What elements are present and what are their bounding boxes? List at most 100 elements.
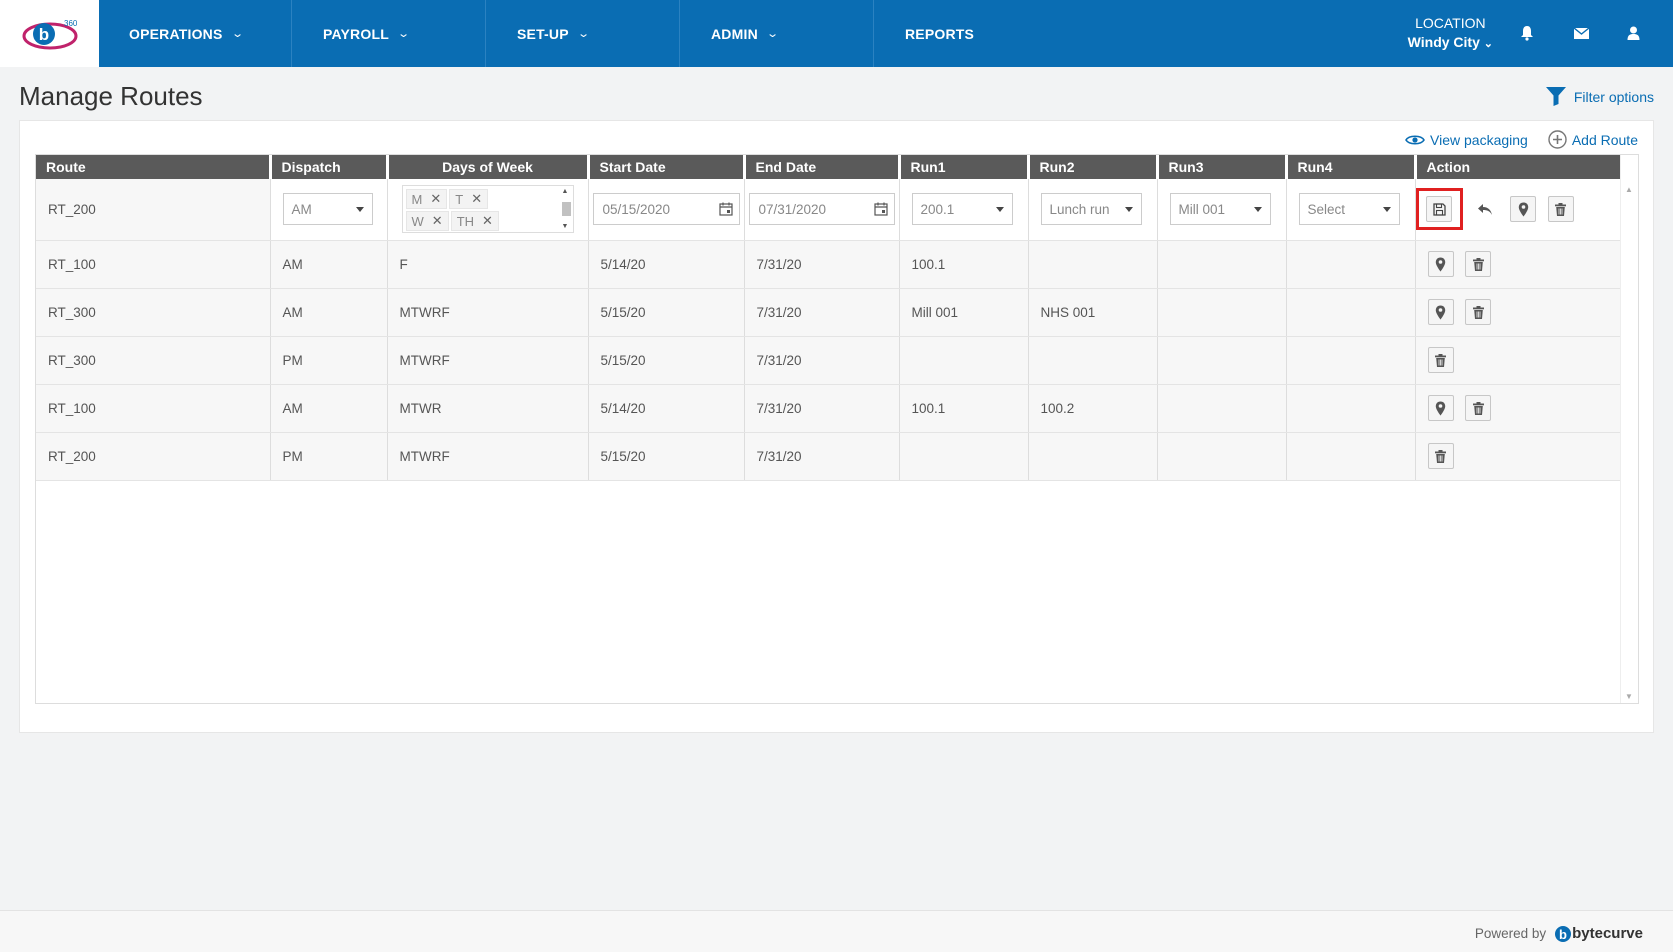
day-chip-label: W [411, 213, 424, 229]
dispatch-select[interactable]: AM [282, 193, 373, 226]
nav-divider [291, 0, 292, 67]
delete-button[interactable] [1547, 196, 1574, 223]
run4-select[interactable]: Select [1298, 193, 1400, 226]
cell-start-date: 5/14/20 [588, 384, 745, 433]
delete-button[interactable] [1465, 251, 1492, 277]
run1-value: 200.1 [920, 201, 955, 217]
trash-icon [1435, 353, 1446, 367]
card-toolbar: View packaging Add Route [1385, 130, 1638, 149]
nav-label: ADMIN [711, 25, 758, 42]
delete-button[interactable] [1465, 395, 1492, 421]
svg-text:360: 360 [64, 19, 78, 28]
nav-admin[interactable]: ADMIN ⌄ [711, 0, 779, 67]
scroll-up-icon[interactable]: ▲ [561, 188, 569, 196]
cell-days: MTWRF [387, 288, 589, 337]
location-selector[interactable]: LOCATION Windy City ⌄ [1408, 14, 1493, 54]
close-icon[interactable]: ✕ [431, 213, 443, 229]
run3-select[interactable]: Mill 001 [1169, 193, 1271, 226]
column-header-run2[interactable]: Run2 [1028, 155, 1159, 179]
table-row[interactable]: RT_300 PM MTWRF 5/15/20 7/31/20 [36, 336, 1622, 385]
caret-down-icon [355, 206, 364, 212]
map-pin-button[interactable] [1427, 251, 1454, 277]
nav-setup[interactable]: SET-UP ⌄ [517, 0, 590, 67]
column-header-run4[interactable]: Run4 [1286, 155, 1417, 179]
top-nav: b 360 OPERATIONS ⌄ PAYROLL ⌄ SET-UP ⌄ ADMIN… [0, 0, 1673, 67]
table-row[interactable]: RT_200 PM MTWRF 5/15/20 7/31/20 [36, 432, 1622, 481]
nav-payroll[interactable]: PAYROLL ⌄ [323, 0, 410, 67]
cell-actions [1415, 240, 1622, 289]
brand-logo[interactable]: b bytecurve [1554, 923, 1643, 943]
trash-icon [1555, 202, 1567, 216]
column-header-run1[interactable]: Run1 [899, 155, 1030, 179]
cell-run4 [1286, 432, 1416, 481]
calendar-icon[interactable] [873, 202, 888, 216]
cell-route: RT_300 [36, 288, 271, 337]
nav-label: PAYROLL [323, 25, 389, 42]
nav-operations[interactable]: OPERATIONS ⌄ [129, 0, 244, 67]
plus-circle-icon [1548, 130, 1567, 149]
page-title: Manage Routes [19, 81, 203, 111]
app-logo[interactable]: b 360 [0, 0, 99, 67]
save-button[interactable] [1426, 196, 1452, 223]
delete-button[interactable] [1427, 443, 1454, 469]
nav-divider [679, 0, 680, 67]
cell-run1 [899, 432, 1029, 481]
column-header-route[interactable]: Route [36, 155, 272, 179]
cell-run1: 200.1 [899, 179, 1029, 241]
cell-route: RT_300 [36, 336, 271, 385]
run1-select[interactable]: 200.1 [911, 193, 1013, 226]
filter-options-button[interactable]: Filter options [1545, 87, 1654, 106]
close-icon[interactable]: ✕ [482, 213, 493, 229]
save-highlight [1415, 188, 1463, 231]
close-icon[interactable]: ✕ [471, 191, 483, 207]
bell-icon[interactable] [1516, 22, 1538, 44]
column-header-run3[interactable]: Run3 [1157, 155, 1288, 179]
end-date-input[interactable]: 07/31/2020 [748, 193, 895, 226]
add-route-button[interactable]: Add Route [1548, 130, 1638, 149]
location-value[interactable]: Windy City ⌄ [1408, 33, 1493, 54]
map-pin-button[interactable] [1427, 395, 1454, 421]
days-multiselect[interactable]: M ✕ T ✕ W ✕ TH ✕ ▲ ▼ [401, 185, 574, 234]
scroll-down-icon[interactable]: ▼ [1625, 692, 1633, 701]
cell-days: MTWR [387, 384, 589, 433]
view-packaging-link[interactable]: View packaging [1405, 132, 1528, 148]
table-row[interactable]: RT_100 AM MTWR 5/14/20 7/31/20 100.1 100… [36, 384, 1622, 433]
column-header-dispatch[interactable]: Dispatch [270, 155, 389, 179]
map-pin-button[interactable] [1510, 196, 1537, 223]
day-chip-label: M [411, 191, 423, 207]
cell-run4: Select [1286, 179, 1416, 241]
column-header-days[interactable]: Days of Week [387, 155, 590, 179]
delete-button[interactable] [1465, 299, 1492, 325]
scroll-thumb[interactable] [561, 202, 571, 217]
map-pin-button[interactable] [1427, 299, 1454, 325]
map-pin-icon [1435, 401, 1446, 415]
envelope-icon[interactable] [1570, 22, 1592, 44]
start-date-input[interactable]: 05/15/2020 [592, 193, 740, 226]
user-icon[interactable] [1622, 22, 1644, 44]
day-chip: T ✕ [449, 189, 489, 210]
day-chip: M ✕ [405, 189, 448, 210]
multiselect-scrollbar[interactable]: ▲ ▼ [560, 188, 572, 230]
scroll-up-icon[interactable]: ▲ [1625, 185, 1633, 194]
table-row[interactable]: RT_300 AM MTWRF 5/15/20 7/31/20 Mill 001… [36, 288, 1622, 337]
close-icon[interactable]: ✕ [430, 191, 442, 207]
cell-run1 [899, 336, 1029, 385]
grid-scrollbar[interactable]: ▲ ▼ [1620, 155, 1638, 703]
view-packaging-label: View packaging [1430, 131, 1528, 148]
table-row[interactable]: RT_100 AM F 5/14/20 7/31/20 100.1 [36, 240, 1622, 289]
cell-run3: Mill 001 [1157, 179, 1287, 241]
filter-icon [1545, 87, 1566, 106]
undo-button[interactable] [1472, 196, 1498, 222]
cell-run4 [1286, 240, 1416, 289]
column-header-start-date[interactable]: Start Date [588, 155, 746, 179]
run2-select[interactable]: Lunch run [1040, 193, 1142, 226]
calendar-icon[interactable] [718, 202, 733, 216]
save-icon [1432, 203, 1446, 216]
nav-reports[interactable]: REPORTS [905, 0, 974, 67]
delete-button[interactable] [1427, 347, 1454, 373]
cell-days: MTWRF [387, 432, 589, 481]
scroll-down-icon[interactable]: ▼ [561, 223, 569, 231]
column-header-end-date[interactable]: End Date [744, 155, 901, 179]
cell-route: RT_100 [36, 384, 271, 433]
svg-text:b: b [1559, 927, 1567, 942]
